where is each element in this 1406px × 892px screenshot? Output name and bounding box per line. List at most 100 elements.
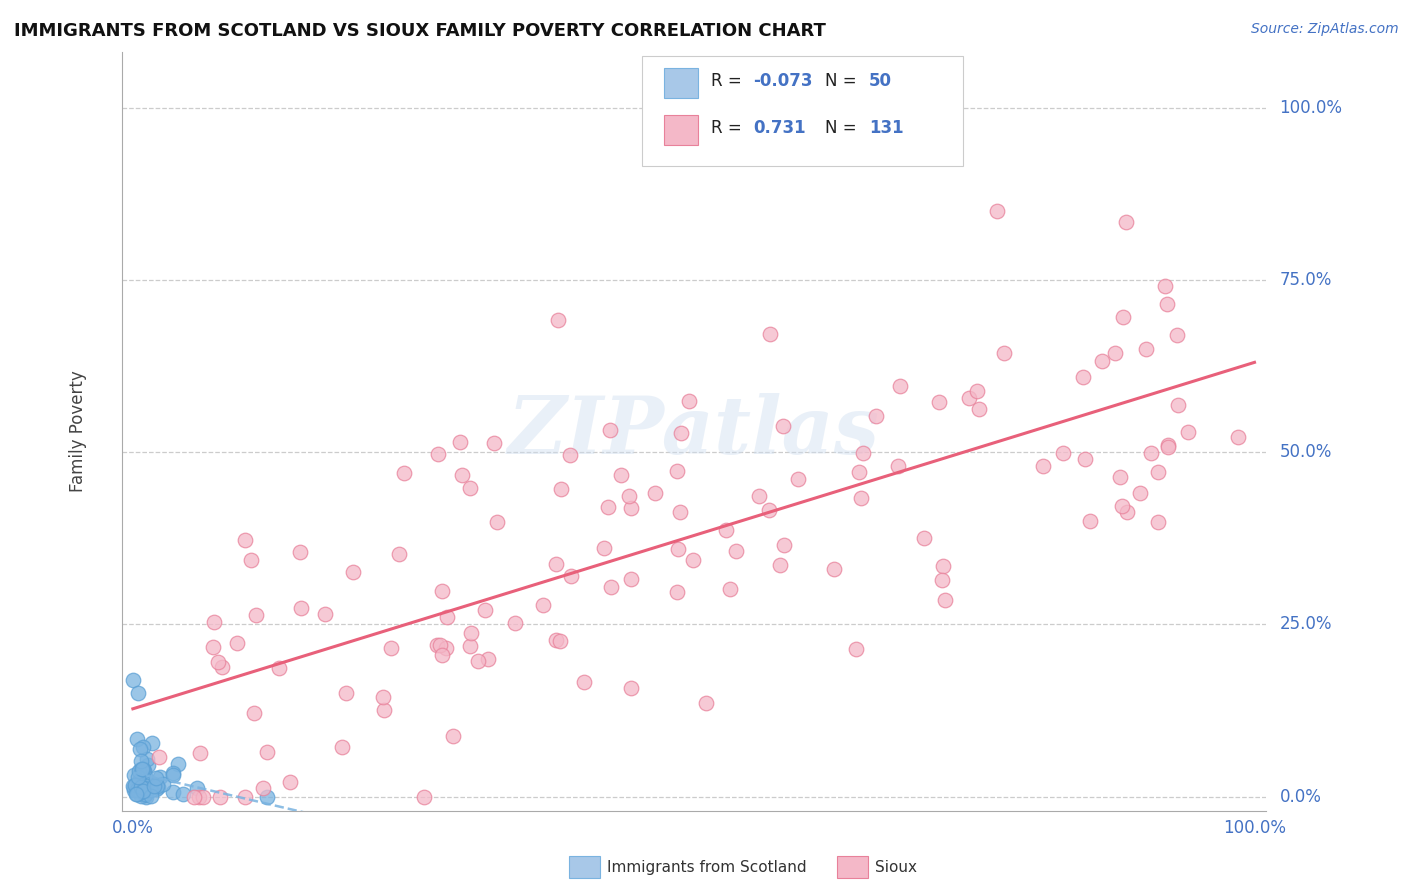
Point <box>449 434 471 449</box>
Point <box>786 472 808 486</box>
Point <box>430 584 453 599</box>
Point <box>134 780 156 795</box>
Point <box>124 778 146 792</box>
Point <box>1116 505 1139 519</box>
Point <box>132 764 155 778</box>
Point <box>550 482 572 496</box>
Point <box>127 686 149 700</box>
Point <box>477 651 499 665</box>
Text: 131: 131 <box>869 120 903 137</box>
Point <box>852 446 875 460</box>
Point <box>122 768 145 782</box>
Point <box>1032 459 1054 474</box>
Point <box>610 467 633 482</box>
Point <box>474 603 496 617</box>
Point <box>136 752 159 766</box>
Point <box>430 648 453 662</box>
Point <box>1166 328 1188 343</box>
Point <box>125 787 148 801</box>
Point <box>187 789 209 804</box>
Point <box>252 781 274 796</box>
Point <box>208 789 231 804</box>
Point <box>620 681 643 695</box>
Point <box>162 768 184 782</box>
Point <box>823 562 845 576</box>
Point <box>233 533 256 547</box>
Point <box>758 503 780 517</box>
Point <box>240 552 263 566</box>
Point <box>243 706 266 720</box>
Point <box>136 758 159 772</box>
Point <box>1129 485 1152 500</box>
Point <box>986 204 1008 219</box>
Point <box>458 481 481 495</box>
Point <box>256 789 278 804</box>
Point <box>560 568 582 582</box>
Point <box>599 423 621 437</box>
Point <box>127 771 149 785</box>
Point <box>188 746 211 760</box>
Point <box>620 500 643 515</box>
Text: Family Poverty: Family Poverty <box>69 370 87 492</box>
Point <box>129 762 152 776</box>
Point <box>1153 278 1175 293</box>
Point <box>887 458 910 473</box>
Point <box>593 541 616 556</box>
Point <box>467 654 489 668</box>
Point <box>145 782 167 797</box>
Point <box>848 465 870 479</box>
Point <box>132 762 155 776</box>
Point <box>134 769 156 783</box>
Bar <box>664 68 699 98</box>
Point <box>429 639 451 653</box>
Point <box>371 690 394 705</box>
Point <box>143 779 166 793</box>
Point <box>668 505 690 519</box>
Point <box>666 464 689 478</box>
Point <box>186 780 208 795</box>
Point <box>278 775 301 789</box>
Point <box>392 467 415 481</box>
Point <box>148 780 170 794</box>
Text: 25.0%: 25.0% <box>1279 615 1331 633</box>
Point <box>134 787 156 801</box>
Bar <box>664 115 699 145</box>
Text: 100.0%: 100.0% <box>1279 99 1343 117</box>
Text: 75.0%: 75.0% <box>1279 271 1331 289</box>
Point <box>678 394 700 409</box>
Point <box>773 537 796 551</box>
Point <box>451 468 474 483</box>
Point <box>1052 446 1074 460</box>
Point <box>934 592 956 607</box>
Point <box>572 675 595 690</box>
Point <box>1157 440 1180 454</box>
Point <box>671 426 693 441</box>
Point <box>772 419 794 434</box>
Point <box>441 729 464 743</box>
Point <box>666 541 689 556</box>
Point <box>380 640 402 655</box>
Point <box>125 731 148 746</box>
Point <box>342 565 364 579</box>
Point <box>128 774 150 789</box>
Point <box>665 584 688 599</box>
Point <box>957 391 980 405</box>
Point <box>928 395 950 409</box>
Point <box>1111 499 1133 513</box>
Point <box>122 783 145 797</box>
Point <box>849 491 872 505</box>
Point <box>436 640 458 655</box>
Point <box>132 784 155 798</box>
Point <box>121 673 143 687</box>
Point <box>718 582 741 596</box>
Point <box>748 489 770 503</box>
Point <box>544 633 567 648</box>
Point <box>373 703 395 717</box>
Point <box>149 770 172 784</box>
Point <box>1146 465 1168 479</box>
Text: R =: R = <box>711 72 747 90</box>
Point <box>167 757 190 772</box>
Point <box>460 625 482 640</box>
Point <box>211 660 233 674</box>
Point <box>125 787 148 801</box>
